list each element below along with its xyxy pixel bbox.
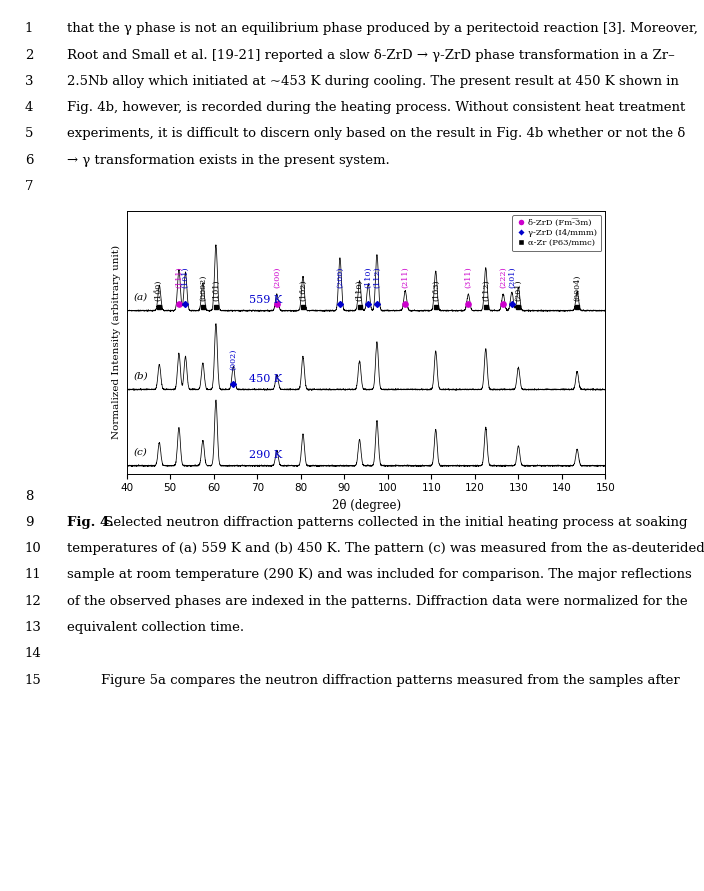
Text: 10: 10 <box>25 542 42 555</box>
Text: (11̒0): (11̒0) <box>356 280 363 301</box>
Text: (20̒1): (20̒1) <box>508 266 516 289</box>
Text: 11: 11 <box>25 568 42 582</box>
Text: 8: 8 <box>25 489 33 503</box>
Text: → γ transformation exists in the present system.: → γ transformation exists in the present… <box>67 153 389 167</box>
Text: experiments, it is difficult to discern only based on the result in Fig. 4b whet: experiments, it is difficult to discern … <box>67 127 685 141</box>
Text: 3: 3 <box>25 75 33 88</box>
Text: 14: 14 <box>25 647 42 660</box>
Text: Fig. 4b, however, is recorded during the heating process. Without consistent hea: Fig. 4b, however, is recorded during the… <box>67 101 685 114</box>
Text: (10̑2): (10̑2) <box>299 280 307 301</box>
Text: (10̐0): (10̐0) <box>156 280 163 301</box>
Text: that the γ phase is not an equilibrium phase produced by a peritectoid reaction : that the γ phase is not an equilibrium p… <box>67 22 698 36</box>
Text: 1: 1 <box>25 22 33 36</box>
Text: Selected neutron diffraction patterns collected in the initial heating process a: Selected neutron diffraction patterns co… <box>101 516 688 529</box>
Text: 450 K: 450 K <box>249 374 282 384</box>
Text: of the observed phases are indexed in the patterns. Diffraction data were normal: of the observed phases are indexed in th… <box>67 594 688 608</box>
Text: (311): (311) <box>465 266 472 289</box>
Text: (200): (200) <box>336 266 344 289</box>
Text: equivalent collection time.: equivalent collection time. <box>67 621 244 634</box>
Text: (101): (101) <box>182 266 189 289</box>
Text: 2.5Nb alloy which initiated at ~453 K during cooling. The present result at 450 : 2.5Nb alloy which initiated at ~453 K du… <box>67 75 679 88</box>
Text: sample at room temperature (290 K) and was included for comparison. The major re: sample at room temperature (290 K) and w… <box>67 568 691 582</box>
Text: (10̑3): (10̑3) <box>432 280 440 301</box>
Text: (a): (a) <box>133 292 147 301</box>
Text: (0004): (0004) <box>573 275 582 301</box>
Text: temperatures of (a) 559 K and (b) 450 K. The pattern (c) was measured from the a: temperatures of (a) 559 K and (b) 450 K.… <box>67 542 704 555</box>
Text: Fig. 4.: Fig. 4. <box>67 516 114 529</box>
Text: 15: 15 <box>25 674 42 687</box>
Text: 6: 6 <box>25 153 33 167</box>
Text: (20̒1): (20̒1) <box>515 280 522 301</box>
Text: 13: 13 <box>25 621 42 634</box>
Text: 12: 12 <box>25 594 42 608</box>
Text: 559 K: 559 K <box>249 295 282 306</box>
Text: 2: 2 <box>25 48 33 61</box>
Text: (222): (222) <box>499 266 507 289</box>
Y-axis label: Normalized Intensity (arbitrary unit): Normalized Intensity (arbitrary unit) <box>112 245 121 439</box>
Text: 7: 7 <box>25 180 33 193</box>
Text: 5: 5 <box>25 127 33 141</box>
Text: (112): (112) <box>373 266 381 289</box>
Text: 9: 9 <box>25 516 33 529</box>
Text: (10̑1): (10̑1) <box>212 280 220 301</box>
Text: (0002): (0002) <box>199 275 207 301</box>
Text: (002): (002) <box>230 349 237 371</box>
Text: (211): (211) <box>401 266 409 289</box>
Text: 4: 4 <box>25 101 33 114</box>
Text: (b): (b) <box>133 372 148 380</box>
Text: Figure 5a compares the neutron diffraction patterns measured from the samples af: Figure 5a compares the neutron diffracti… <box>67 674 679 687</box>
Text: (200): (200) <box>273 266 281 289</box>
X-axis label: 2θ (degree): 2θ (degree) <box>332 499 401 511</box>
Legend: δ-ZrD (Fm-͡3m), γ-ZrD (I4/mmm), α-Zr (P63/mmc): δ-ZrD (Fm-͡3m), γ-ZrD (I4/mmm), α-Zr (P6… <box>513 215 601 251</box>
Text: 290 K: 290 K <box>249 451 282 461</box>
Text: (11̒2): (11̒2) <box>482 280 490 301</box>
Text: Root and Small et al. [19-21] reported a slow δ-ZrD → γ-ZrD phase transformation: Root and Small et al. [19-21] reported a… <box>67 48 674 61</box>
Text: (111): (111) <box>175 266 183 289</box>
Text: (11̒0): (11̒0) <box>364 266 372 289</box>
Text: (c): (c) <box>133 447 147 456</box>
